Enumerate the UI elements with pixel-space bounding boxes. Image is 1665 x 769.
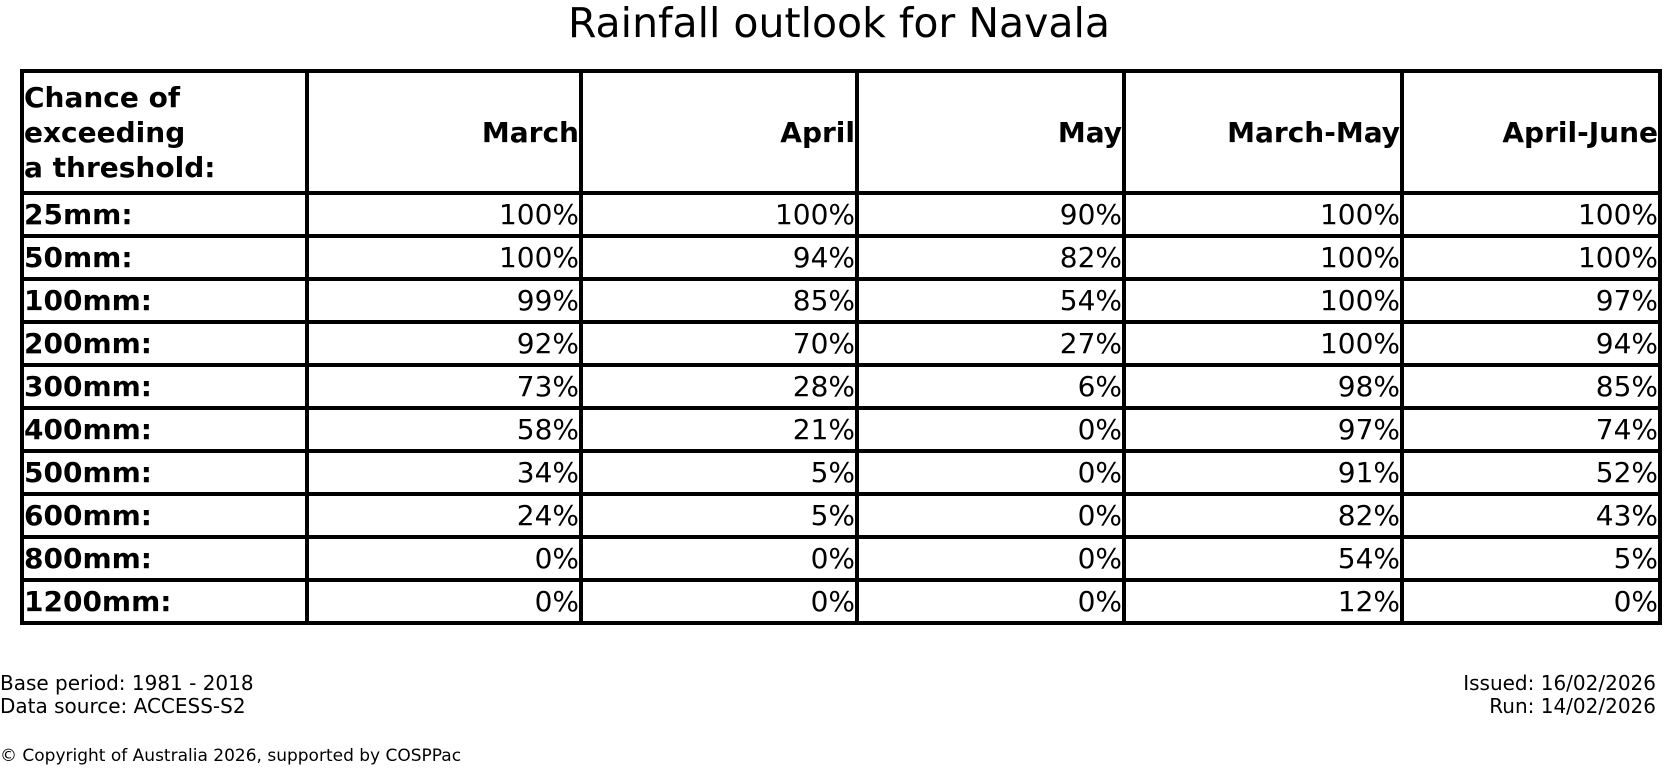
probability-cell: 5% <box>579 449 859 496</box>
probability-cell: 70% <box>579 320 859 367</box>
threshold-label: 100mm: <box>20 277 309 324</box>
probability-cell: 90% <box>855 191 1126 238</box>
corner-header-line: a threshold: <box>24 150 216 184</box>
table-row: 200mm: 92% 70% 27% 100% 94% <box>20 320 1662 367</box>
probability-cell: 0% <box>579 535 859 582</box>
copyright-text: © Copyright of Australia 2026, supported… <box>0 746 462 766</box>
probability-cell: 27% <box>855 320 1126 367</box>
probability-cell: 100% <box>1400 191 1662 238</box>
threshold-label: 1200mm: <box>20 578 309 625</box>
threshold-label: 50mm: <box>20 234 309 281</box>
threshold-label: 600mm: <box>20 492 309 539</box>
probability-cell: 85% <box>579 277 859 324</box>
threshold-label: 25mm: <box>20 191 309 238</box>
probability-cell: 97% <box>1122 406 1404 453</box>
table-row: 400mm: 58% 21% 0% 97% 74% <box>20 406 1662 453</box>
probability-cell: 0% <box>855 578 1126 625</box>
corner-header: Chance of exceeding a threshold: <box>20 69 309 195</box>
probability-cell: 94% <box>579 234 859 281</box>
table-row: 25mm: 100% 100% 90% 100% 100% <box>20 191 1662 238</box>
probability-cell: 100% <box>1122 277 1404 324</box>
probability-cell: 58% <box>305 406 583 453</box>
probability-cell: 100% <box>1122 191 1404 238</box>
probability-cell: 100% <box>305 234 583 281</box>
probability-cell: 98% <box>1122 363 1404 410</box>
footer-left: Base period: 1981 - 2018 Data source: AC… <box>0 672 254 718</box>
threshold-label: 400mm: <box>20 406 309 453</box>
probability-cell: 82% <box>1122 492 1404 539</box>
table-row: 500mm: 34% 5% 0% 91% 52% <box>20 449 1662 496</box>
threshold-label: 200mm: <box>20 320 309 367</box>
threshold-label: 300mm: <box>20 363 309 410</box>
probability-cell: 21% <box>579 406 859 453</box>
probability-cell: 100% <box>1122 234 1404 281</box>
threshold-label: 800mm: <box>20 535 309 582</box>
corner-header-line: Chance of <box>24 80 181 114</box>
probability-cell: 12% <box>1122 578 1404 625</box>
probability-cell: 0% <box>855 535 1126 582</box>
probability-cell: 43% <box>1400 492 1662 539</box>
probability-cell: 92% <box>305 320 583 367</box>
page-title: Rainfall outlook for Navala <box>567 0 1111 47</box>
run-date-text: Run: 14/02/2026 <box>1489 694 1656 718</box>
probability-cell: 0% <box>305 578 583 625</box>
probability-cell: 85% <box>1400 363 1662 410</box>
probability-cell: 100% <box>1400 234 1662 281</box>
probability-cell: 100% <box>579 191 859 238</box>
column-header-april: April <box>579 69 859 195</box>
table-row: 100mm: 99% 85% 54% 100% 97% <box>20 277 1662 324</box>
probability-cell: 0% <box>305 535 583 582</box>
table-row: 800mm: 0% 0% 0% 54% 5% <box>20 535 1662 582</box>
column-header-march: March <box>305 69 583 195</box>
probability-cell: 0% <box>855 492 1126 539</box>
header-row: Chance of exceeding a threshold: March A… <box>20 69 1662 195</box>
table-row: 1200mm: 0% 0% 0% 12% 0% <box>20 578 1662 625</box>
probability-cell: 5% <box>579 492 859 539</box>
probability-cell: 0% <box>855 406 1126 453</box>
probability-cell: 91% <box>1122 449 1404 496</box>
data-source-text: Data source: ACCESS-S2 <box>0 694 246 718</box>
probability-cell: 0% <box>1400 578 1662 625</box>
column-header-march-may: March-May <box>1122 69 1404 195</box>
probability-cell: 28% <box>579 363 859 410</box>
probability-cell: 52% <box>1400 449 1662 496</box>
probability-cell: 24% <box>305 492 583 539</box>
probability-cell: 82% <box>855 234 1126 281</box>
base-period-text: Base period: 1981 - 2018 <box>0 671 254 695</box>
table-row: 300mm: 73% 28% 6% 98% 85% <box>20 363 1662 410</box>
issued-date-text: Issued: 16/02/2026 <box>1463 671 1656 695</box>
probability-cell: 54% <box>855 277 1126 324</box>
column-header-april-june: April-June <box>1400 69 1662 195</box>
probability-cell: 0% <box>855 449 1126 496</box>
footer-right: Issued: 16/02/2026 Run: 14/02/2026 <box>1463 672 1656 718</box>
probability-cell: 6% <box>855 363 1126 410</box>
probability-cell: 54% <box>1122 535 1404 582</box>
rainfall-outlook-table: Chance of exceeding a threshold: March A… <box>20 69 1662 625</box>
probability-cell: 34% <box>305 449 583 496</box>
probability-cell: 99% <box>305 277 583 324</box>
probability-cell: 74% <box>1400 406 1662 453</box>
probability-cell: 73% <box>305 363 583 410</box>
probability-cell: 94% <box>1400 320 1662 367</box>
corner-header-line: exceeding <box>24 115 186 149</box>
probability-cell: 0% <box>579 578 859 625</box>
table-row: 50mm: 100% 94% 82% 100% 100% <box>20 234 1662 281</box>
threshold-label: 500mm: <box>20 449 309 496</box>
table-row: 600mm: 24% 5% 0% 82% 43% <box>20 492 1662 539</box>
probability-cell: 97% <box>1400 277 1662 324</box>
probability-cell: 5% <box>1400 535 1662 582</box>
probability-cell: 100% <box>1122 320 1404 367</box>
probability-cell: 100% <box>305 191 583 238</box>
column-header-may: May <box>855 69 1126 195</box>
